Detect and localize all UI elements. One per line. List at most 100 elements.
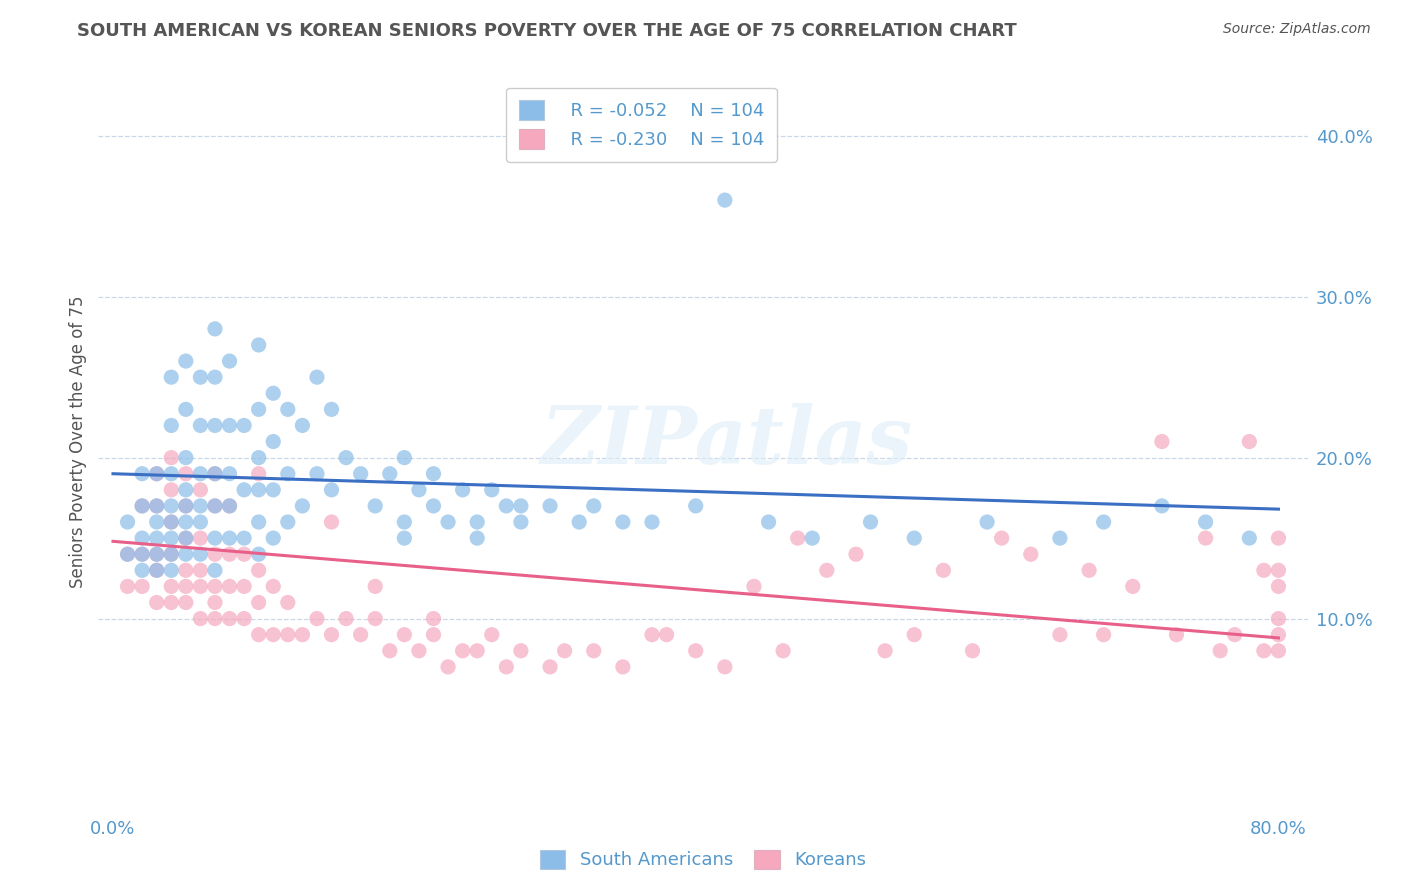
Point xyxy=(174,450,197,465)
Point xyxy=(378,644,401,658)
Point xyxy=(233,611,256,625)
Point xyxy=(875,644,897,658)
Point xyxy=(612,515,634,529)
Point xyxy=(305,467,328,481)
Point xyxy=(742,579,765,593)
Point xyxy=(204,563,226,577)
Point xyxy=(568,515,591,529)
Point xyxy=(218,418,240,433)
Point xyxy=(714,193,737,207)
Point xyxy=(204,370,226,384)
Text: SOUTH AMERICAN VS KOREAN SENIORS POVERTY OVER THE AGE OF 75 CORRELATION CHART: SOUTH AMERICAN VS KOREAN SENIORS POVERTY… xyxy=(77,22,1017,40)
Point xyxy=(394,450,416,465)
Point xyxy=(1223,628,1246,642)
Point xyxy=(247,483,270,497)
Point xyxy=(131,531,153,545)
Point xyxy=(160,563,183,577)
Point xyxy=(291,628,314,642)
Point xyxy=(160,450,183,465)
Point xyxy=(990,531,1012,545)
Point xyxy=(145,499,167,513)
Point xyxy=(495,499,517,513)
Point xyxy=(1267,531,1289,545)
Point xyxy=(145,595,167,609)
Point xyxy=(204,499,226,513)
Point xyxy=(1253,644,1275,658)
Point xyxy=(218,499,240,513)
Point xyxy=(1122,579,1144,593)
Point xyxy=(204,547,226,561)
Point xyxy=(815,563,838,577)
Point xyxy=(190,531,212,545)
Point xyxy=(1092,515,1115,529)
Point xyxy=(204,579,226,593)
Point xyxy=(1019,547,1042,561)
Point xyxy=(190,499,212,513)
Point xyxy=(394,531,416,545)
Point xyxy=(174,499,197,513)
Point xyxy=(262,483,284,497)
Point xyxy=(204,595,226,609)
Point xyxy=(422,499,444,513)
Point xyxy=(174,467,197,481)
Point xyxy=(554,644,576,658)
Point xyxy=(465,515,488,529)
Point xyxy=(1150,434,1173,449)
Point xyxy=(1253,563,1275,577)
Point xyxy=(174,499,197,513)
Point xyxy=(437,515,460,529)
Point xyxy=(145,515,167,529)
Point xyxy=(801,531,824,545)
Point xyxy=(481,483,503,497)
Legend: South Americans, Koreans: South Americans, Koreans xyxy=(531,840,875,879)
Point xyxy=(758,515,780,529)
Point xyxy=(364,579,387,593)
Point xyxy=(321,515,343,529)
Point xyxy=(903,531,925,545)
Point xyxy=(422,611,444,625)
Point xyxy=(422,467,444,481)
Point xyxy=(845,547,868,561)
Point xyxy=(1150,499,1173,513)
Point xyxy=(1049,628,1071,642)
Point xyxy=(160,515,183,529)
Point xyxy=(903,628,925,642)
Point xyxy=(160,418,183,433)
Point xyxy=(204,467,226,481)
Point xyxy=(378,467,401,481)
Point xyxy=(190,515,212,529)
Point xyxy=(117,579,139,593)
Point xyxy=(859,515,882,529)
Point xyxy=(174,547,197,561)
Point xyxy=(190,370,212,384)
Point xyxy=(1267,563,1289,577)
Point xyxy=(437,660,460,674)
Point xyxy=(772,644,794,658)
Point xyxy=(204,322,226,336)
Point xyxy=(247,467,270,481)
Point xyxy=(233,547,256,561)
Point xyxy=(204,467,226,481)
Point xyxy=(291,418,314,433)
Point xyxy=(962,644,984,658)
Point xyxy=(174,579,197,593)
Point xyxy=(509,499,531,513)
Point xyxy=(1194,531,1216,545)
Point xyxy=(655,628,678,642)
Point xyxy=(160,531,183,545)
Point xyxy=(204,611,226,625)
Point xyxy=(305,370,328,384)
Point xyxy=(1209,644,1232,658)
Point xyxy=(233,418,256,433)
Point xyxy=(976,515,998,529)
Point xyxy=(509,644,531,658)
Point xyxy=(160,499,183,513)
Point xyxy=(145,499,167,513)
Point xyxy=(145,547,167,561)
Point xyxy=(612,660,634,674)
Point xyxy=(247,628,270,642)
Point xyxy=(495,660,517,674)
Point xyxy=(204,418,226,433)
Point xyxy=(218,467,240,481)
Text: Source: ZipAtlas.com: Source: ZipAtlas.com xyxy=(1223,22,1371,37)
